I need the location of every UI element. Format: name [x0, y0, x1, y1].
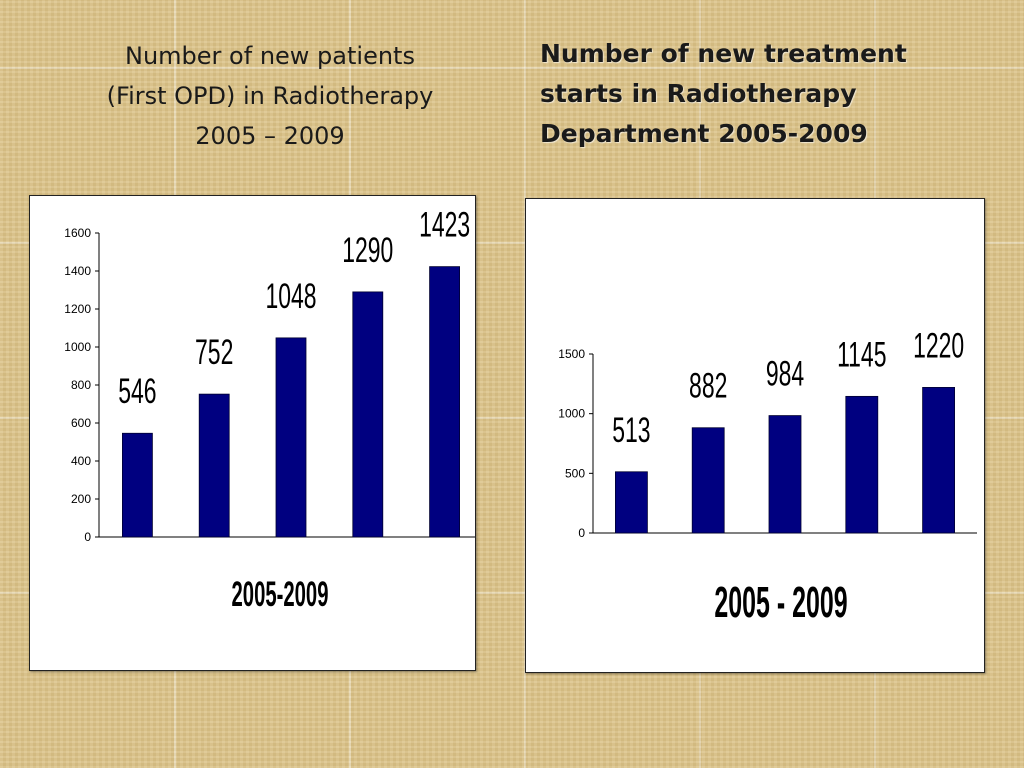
y-tick-label: 500 [565, 466, 585, 480]
bar-2008 [352, 291, 384, 538]
opd-chart-panel: 0 200 400 600 800 1000 1200 1400 1600 546 752 1048 1… [29, 195, 476, 671]
y-tick-label: 0 [578, 526, 585, 540]
y-tick-label: 1500 [558, 347, 585, 361]
right-chart-title: Number of new treatment starts in Radiot… [540, 34, 980, 154]
bar-2007 [768, 415, 802, 534]
treatment-bar-chart: 0 500 1000 1500 513 882 984 1145 1220 2005 - 2009 [558, 327, 977, 627]
bar-2008 [845, 395, 879, 534]
data-label-2005: 546 [118, 373, 156, 412]
x-axis-title: 2005 - 2009 [714, 579, 847, 627]
data-label-2006: 752 [195, 333, 233, 372]
y-tick-label: 1000 [558, 407, 585, 421]
y-tick-label: 1000 [64, 340, 91, 354]
y-tick-label: 1600 [64, 226, 91, 240]
left-title-line-2: (First OPD) in Radiotherapy [106, 82, 434, 110]
bar-2009 [429, 266, 461, 538]
bar-2006 [691, 427, 725, 534]
y-tick-label: 1200 [64, 302, 91, 316]
y-tick-label: 600 [71, 416, 91, 430]
bar-2007 [275, 337, 307, 538]
data-label-2005: 513 [612, 411, 650, 450]
y-tick-label: 400 [71, 454, 91, 468]
right-title-line-1: Number of new treatment [540, 39, 907, 68]
x-axis-title: 2005-2009 [232, 575, 329, 614]
data-label-2008: 1145 [837, 336, 886, 375]
left-chart-title: Number of new patients (First OPD) in Ra… [60, 36, 480, 156]
data-label-2009: 1423 [419, 206, 470, 245]
data-label-2009: 1220 [913, 327, 964, 366]
data-label-2007: 1048 [265, 277, 316, 316]
y-tick-label: 1400 [64, 264, 91, 278]
treatment-chart-panel: 0 500 1000 1500 513 882 984 1145 1220 2005 - 2009 [525, 198, 985, 673]
opd-bar-chart: 0 200 400 600 800 1000 1200 1400 1600 546 752 1048 1… [64, 206, 475, 615]
right-title-line-3: Department 2005-2009 [540, 119, 868, 148]
y-tick-label: 800 [71, 378, 91, 392]
bar-2006 [198, 393, 230, 538]
bar-2009 [922, 387, 956, 534]
y-tick-label: 200 [71, 492, 91, 506]
bar-2005 [122, 432, 153, 538]
data-label-2006: 882 [689, 367, 727, 406]
left-title-line-1: Number of new patients [125, 42, 415, 70]
data-label-2008: 1290 [342, 231, 393, 270]
y-tick-label: 0 [84, 530, 91, 544]
bar-2005 [615, 471, 648, 534]
right-title-line-2: starts in Radiotherapy [540, 79, 857, 108]
left-title-line-3: 2005 – 2009 [195, 122, 345, 150]
data-label-2007: 984 [766, 355, 804, 394]
